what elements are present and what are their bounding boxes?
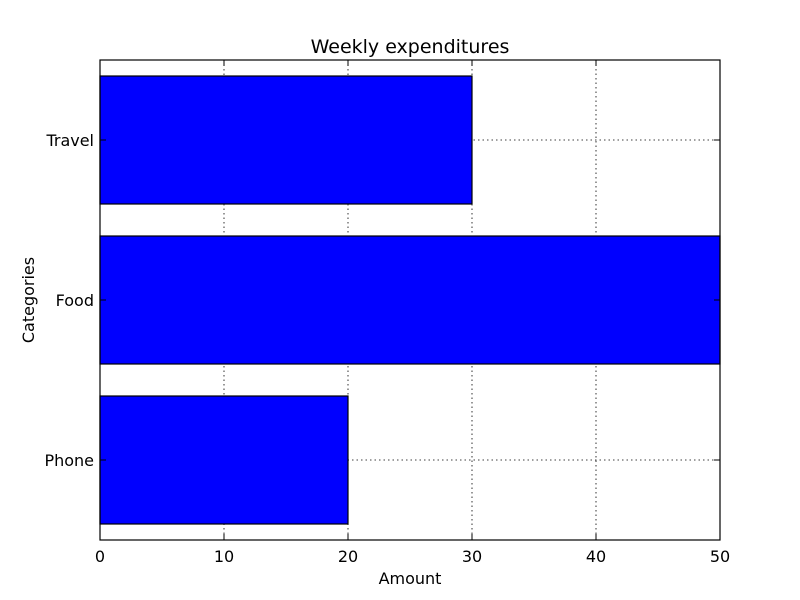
x-tick-label: 30 [462,547,482,566]
tick-labels: 0 10 20 30 40 50 Phone Food Travel [44,131,730,566]
y-tick-label-food: Food [56,291,94,310]
bar-food [99,235,721,365]
bar-travel [99,75,473,205]
x-axis-label: Amount [379,569,442,588]
y-tick-label-phone: Phone [44,451,94,470]
x-tick-label: 20 [338,547,358,566]
x-tick-label: 10 [214,547,234,566]
x-tick-label: 40 [586,547,606,566]
x-tick-label: 50 [710,547,730,566]
bars [99,75,721,525]
chart-title: Weekly expenditures [311,36,510,58]
bar-phone [99,395,349,525]
y-axis-label: Categories [19,257,38,343]
y-tick-label-travel: Travel [45,131,94,150]
x-tick-label: 0 [95,547,105,566]
axis-ticks [99,60,721,540]
